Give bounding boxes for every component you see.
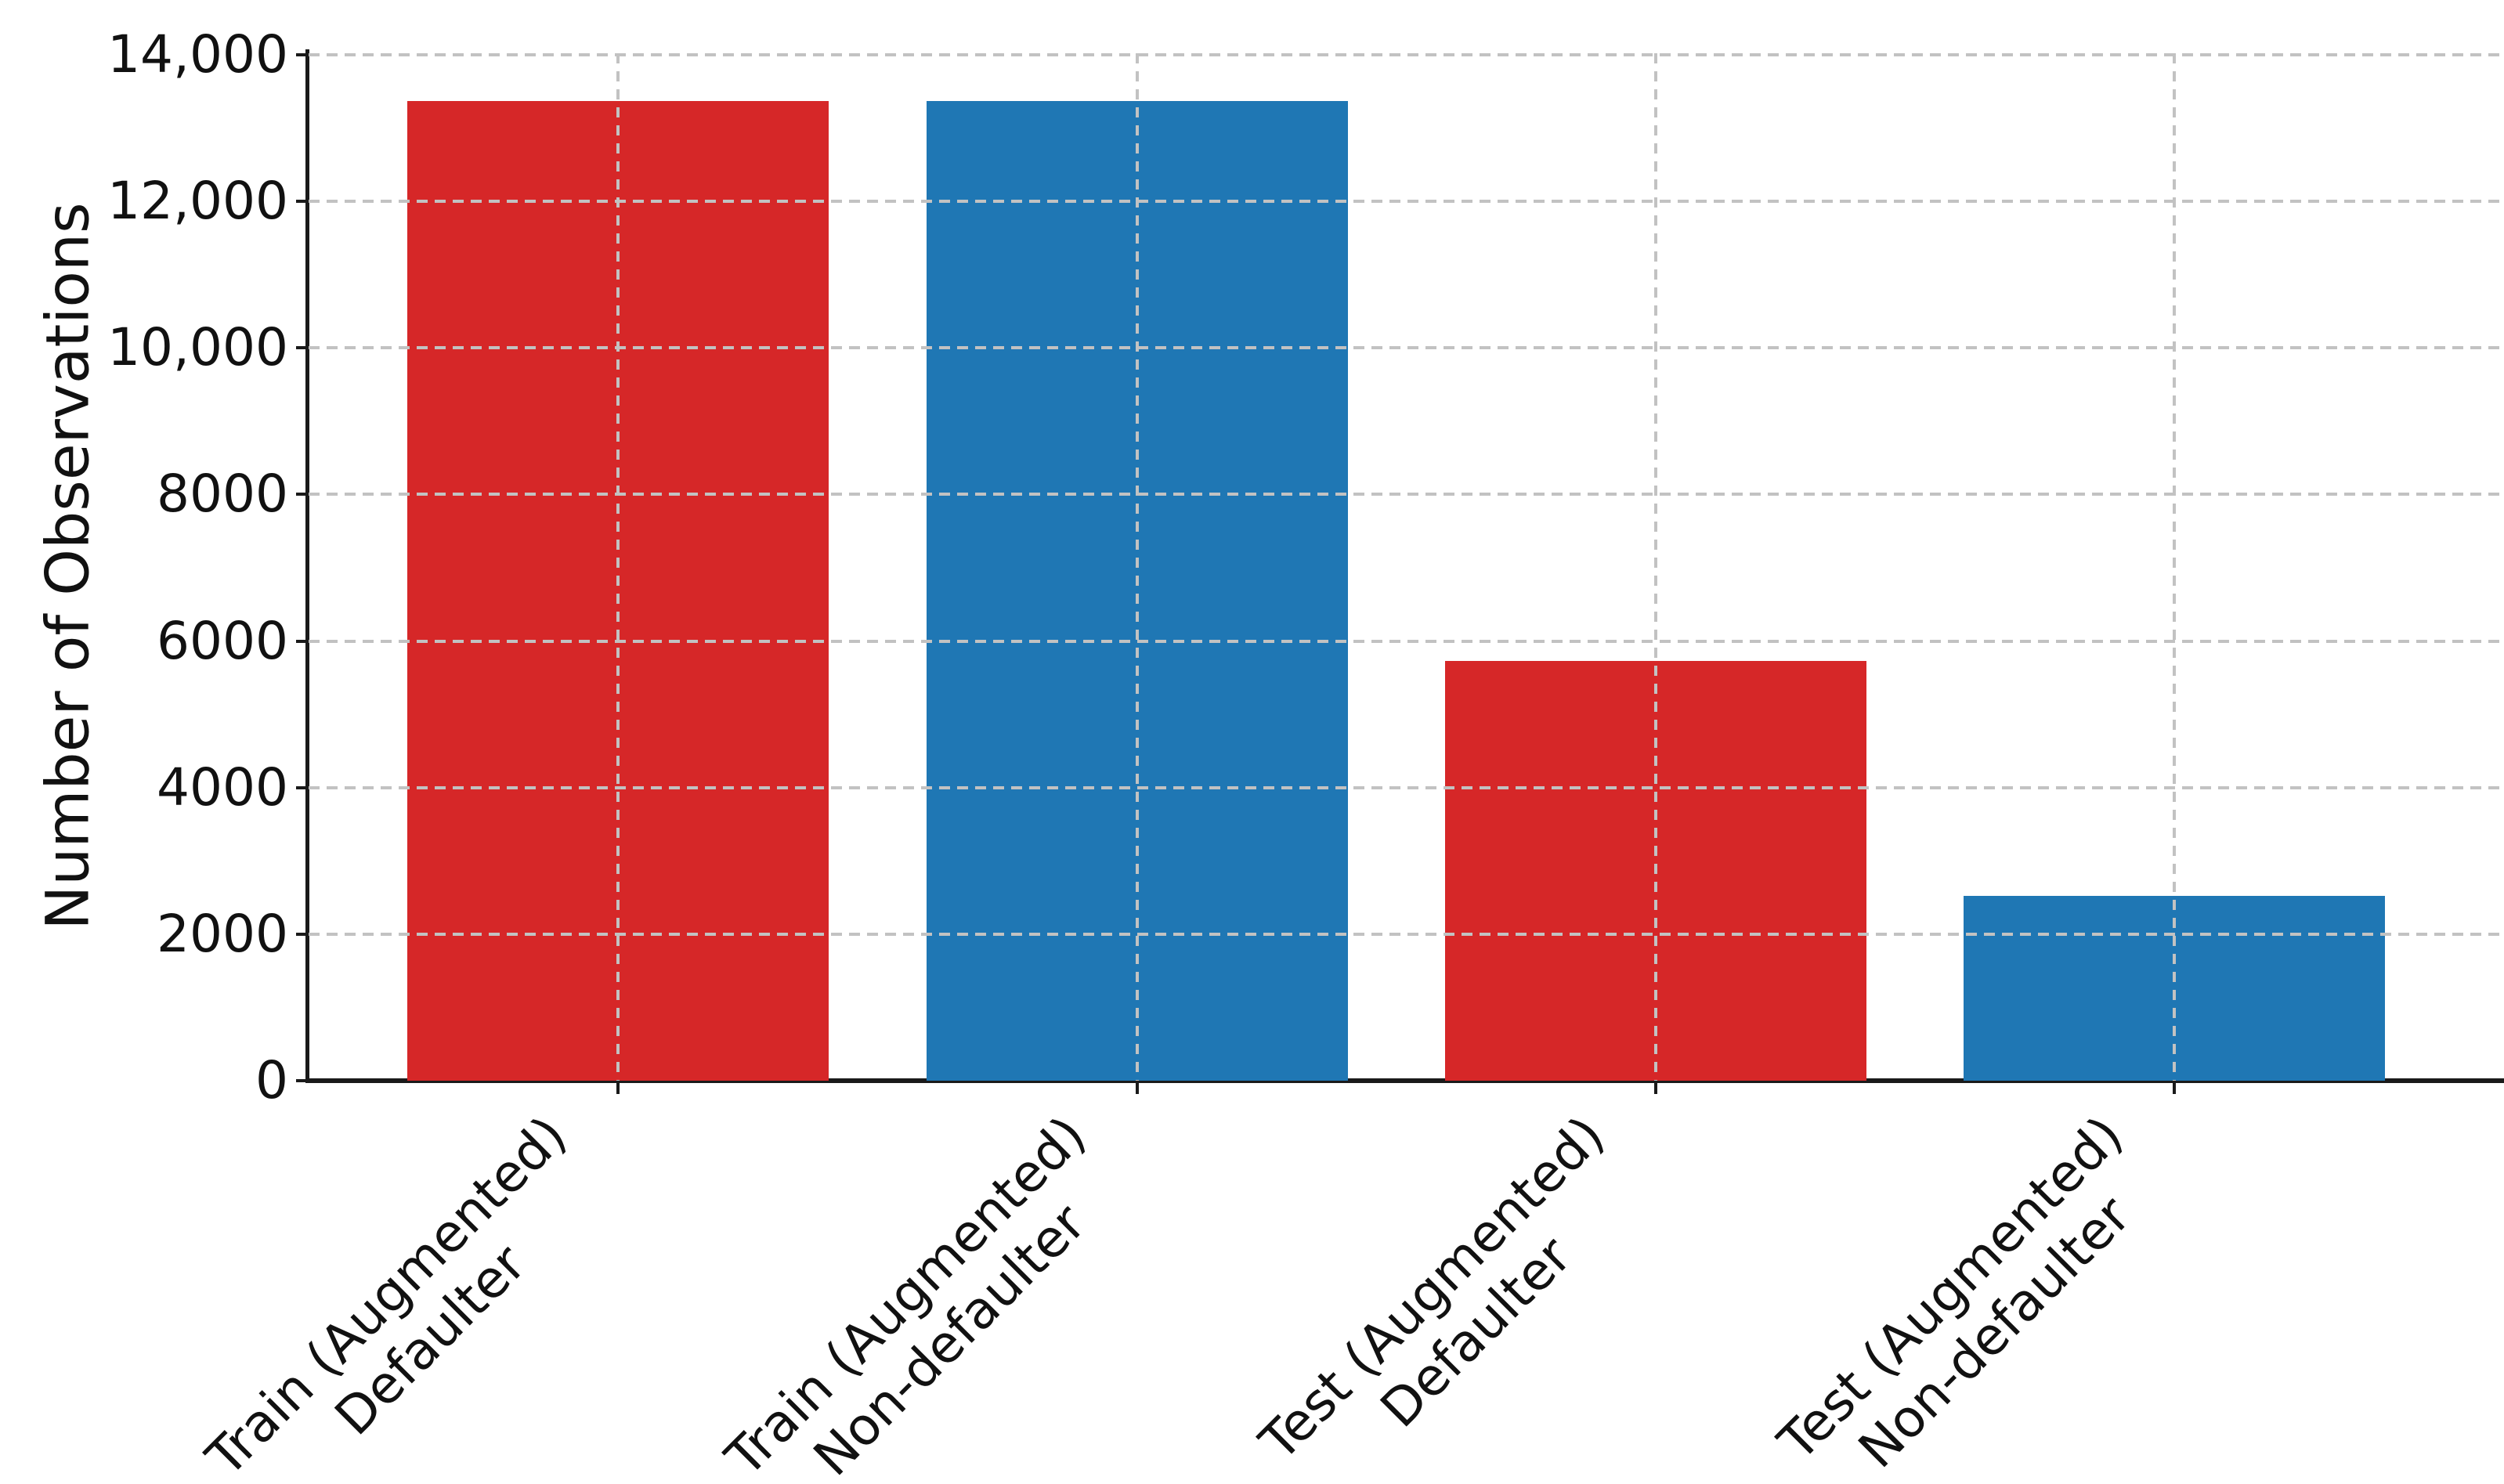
y-tick-label-10000: 10,000 bbox=[107, 317, 288, 378]
gridline-x-test-augmented-defaulter bbox=[1653, 53, 1657, 1081]
y-tick-label-8000: 8000 bbox=[157, 464, 288, 525]
y-tick-0 bbox=[296, 1079, 307, 1082]
x-tick-label-wrap-train-augmented-defaulter: Train (Augmented) Defaulter bbox=[195, 1104, 1017, 1484]
x-tick-label-wrap-test-augmented-non-defaulter: Test (Augmented) Non-defaulter bbox=[1767, 1104, 2504, 1480]
y-tick-4000 bbox=[296, 785, 307, 789]
gridline-y-10000 bbox=[309, 346, 2504, 350]
y-tick-10000 bbox=[296, 346, 307, 350]
y-tick-14000 bbox=[296, 53, 307, 56]
gridline-y-8000 bbox=[309, 493, 2504, 496]
x-tick-train-augmented-non-defaulter bbox=[1135, 1083, 1139, 1094]
y-tick-2000 bbox=[296, 932, 307, 936]
y-tick-label-0: 0 bbox=[255, 1050, 288, 1110]
y-tick-8000 bbox=[296, 493, 307, 496]
y-tick-label-14000: 14,000 bbox=[107, 24, 288, 85]
x-tick-test-augmented-non-defaulter bbox=[2173, 1083, 2177, 1094]
gridline-x-test-augmented-non-defaulter bbox=[2173, 53, 2177, 1081]
gridline-y-12000 bbox=[309, 200, 2504, 204]
y-tick-label-4000: 4000 bbox=[157, 756, 288, 818]
x-tick-label-train-augmented-defaulter: Train (Augmented) Defaulter bbox=[195, 1104, 579, 1484]
gridline-y-6000 bbox=[309, 639, 2504, 643]
gridline-y-2000 bbox=[309, 932, 2504, 936]
y-tick-12000 bbox=[296, 200, 307, 204]
y-tick-label-6000: 6000 bbox=[157, 610, 288, 671]
gridline-x-train-augmented-defaulter bbox=[616, 53, 620, 1081]
x-axis-spine bbox=[305, 1078, 2504, 1083]
x-tick-label-wrap-test-augmented-defaulter: Test (Augmented) Defaulter bbox=[1248, 1104, 2032, 1472]
x-tick-label-wrap-train-augmented-non-defaulter: Train (Augmented) Non-defaulter bbox=[714, 1104, 1536, 1484]
x-tick-test-augmented-defaulter bbox=[1653, 1083, 1657, 1094]
y-axis-label: Number of Observations bbox=[32, 202, 103, 930]
y-tick-6000 bbox=[296, 639, 307, 643]
gridline-y-14000 bbox=[309, 53, 2504, 56]
gridline-x-train-augmented-non-defaulter bbox=[1135, 53, 1139, 1081]
y-axis-spine bbox=[305, 49, 309, 1083]
gridline-y-4000 bbox=[309, 785, 2504, 789]
y-tick-label-2000: 2000 bbox=[157, 903, 288, 964]
y-tick-label-12000: 12,000 bbox=[107, 171, 288, 232]
x-tick-train-augmented-defaulter bbox=[616, 1083, 620, 1094]
